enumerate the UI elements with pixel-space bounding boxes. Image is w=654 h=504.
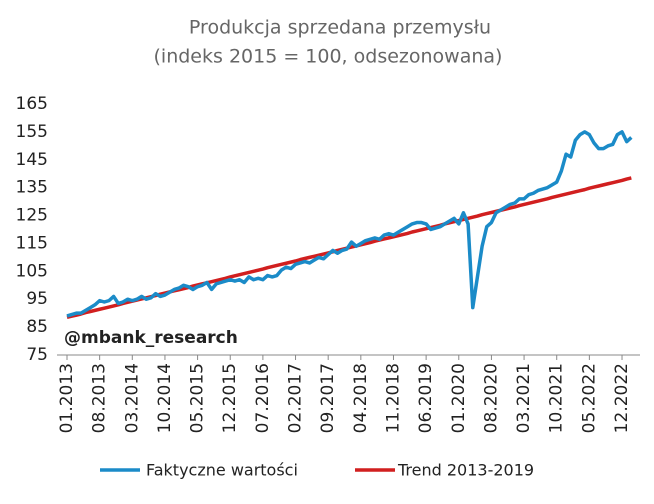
x-tick-label: 05.2015: [188, 363, 208, 433]
y-tick-label: 135: [16, 178, 48, 198]
x-tick-label: 03.2014: [122, 363, 142, 433]
series-line: [66, 130, 633, 318]
y-tick-label: 75: [26, 345, 48, 365]
x-tick-label: 10.2014: [155, 363, 175, 433]
y-tick-label: 85: [26, 317, 48, 337]
annotation: @mbank_research: [64, 328, 238, 348]
x-tick-label: 12.2015: [220, 363, 240, 433]
x-tick-label: 11.2018: [383, 363, 403, 433]
x-tick-label: 01.2020: [449, 363, 469, 433]
x-tick-label: 08.2013: [90, 363, 110, 433]
legend-label: Faktyczne wartości: [146, 461, 298, 480]
y-tick-label: 145: [16, 150, 48, 170]
y-tick-label: 165: [16, 94, 48, 114]
y-tick-label: 155: [16, 122, 48, 142]
x-tick-label: 08.2020: [481, 363, 501, 433]
x-tick-label: 07.2016: [253, 363, 273, 433]
x-tick-label: 06.2019: [416, 363, 436, 433]
x-tick-label: 04.2018: [351, 363, 371, 433]
chart-title: Produkcja sprzedana przemysłu: [189, 17, 491, 39]
x-tick-label: 01.2013: [57, 363, 77, 433]
y-tick-label: 125: [16, 206, 48, 226]
x-tick-label: 05.2022: [579, 363, 599, 433]
x-tick-label: 03.2021: [514, 363, 534, 433]
x-tick-label: 02.2017: [286, 363, 306, 433]
y-tick-label: 105: [16, 261, 48, 281]
x-tick-label: 12.2022: [612, 363, 632, 433]
y-tick-label: 115: [16, 233, 48, 253]
chart-subtitle: (indeks 2015 = 100, odsezonowana): [154, 46, 503, 68]
y-tick-label: 95: [26, 289, 48, 309]
x-tick-label: 09.2017: [318, 363, 338, 433]
x-tick-label: 10.2021: [547, 363, 567, 433]
legend-label: Trend 2013-2019: [397, 461, 534, 480]
